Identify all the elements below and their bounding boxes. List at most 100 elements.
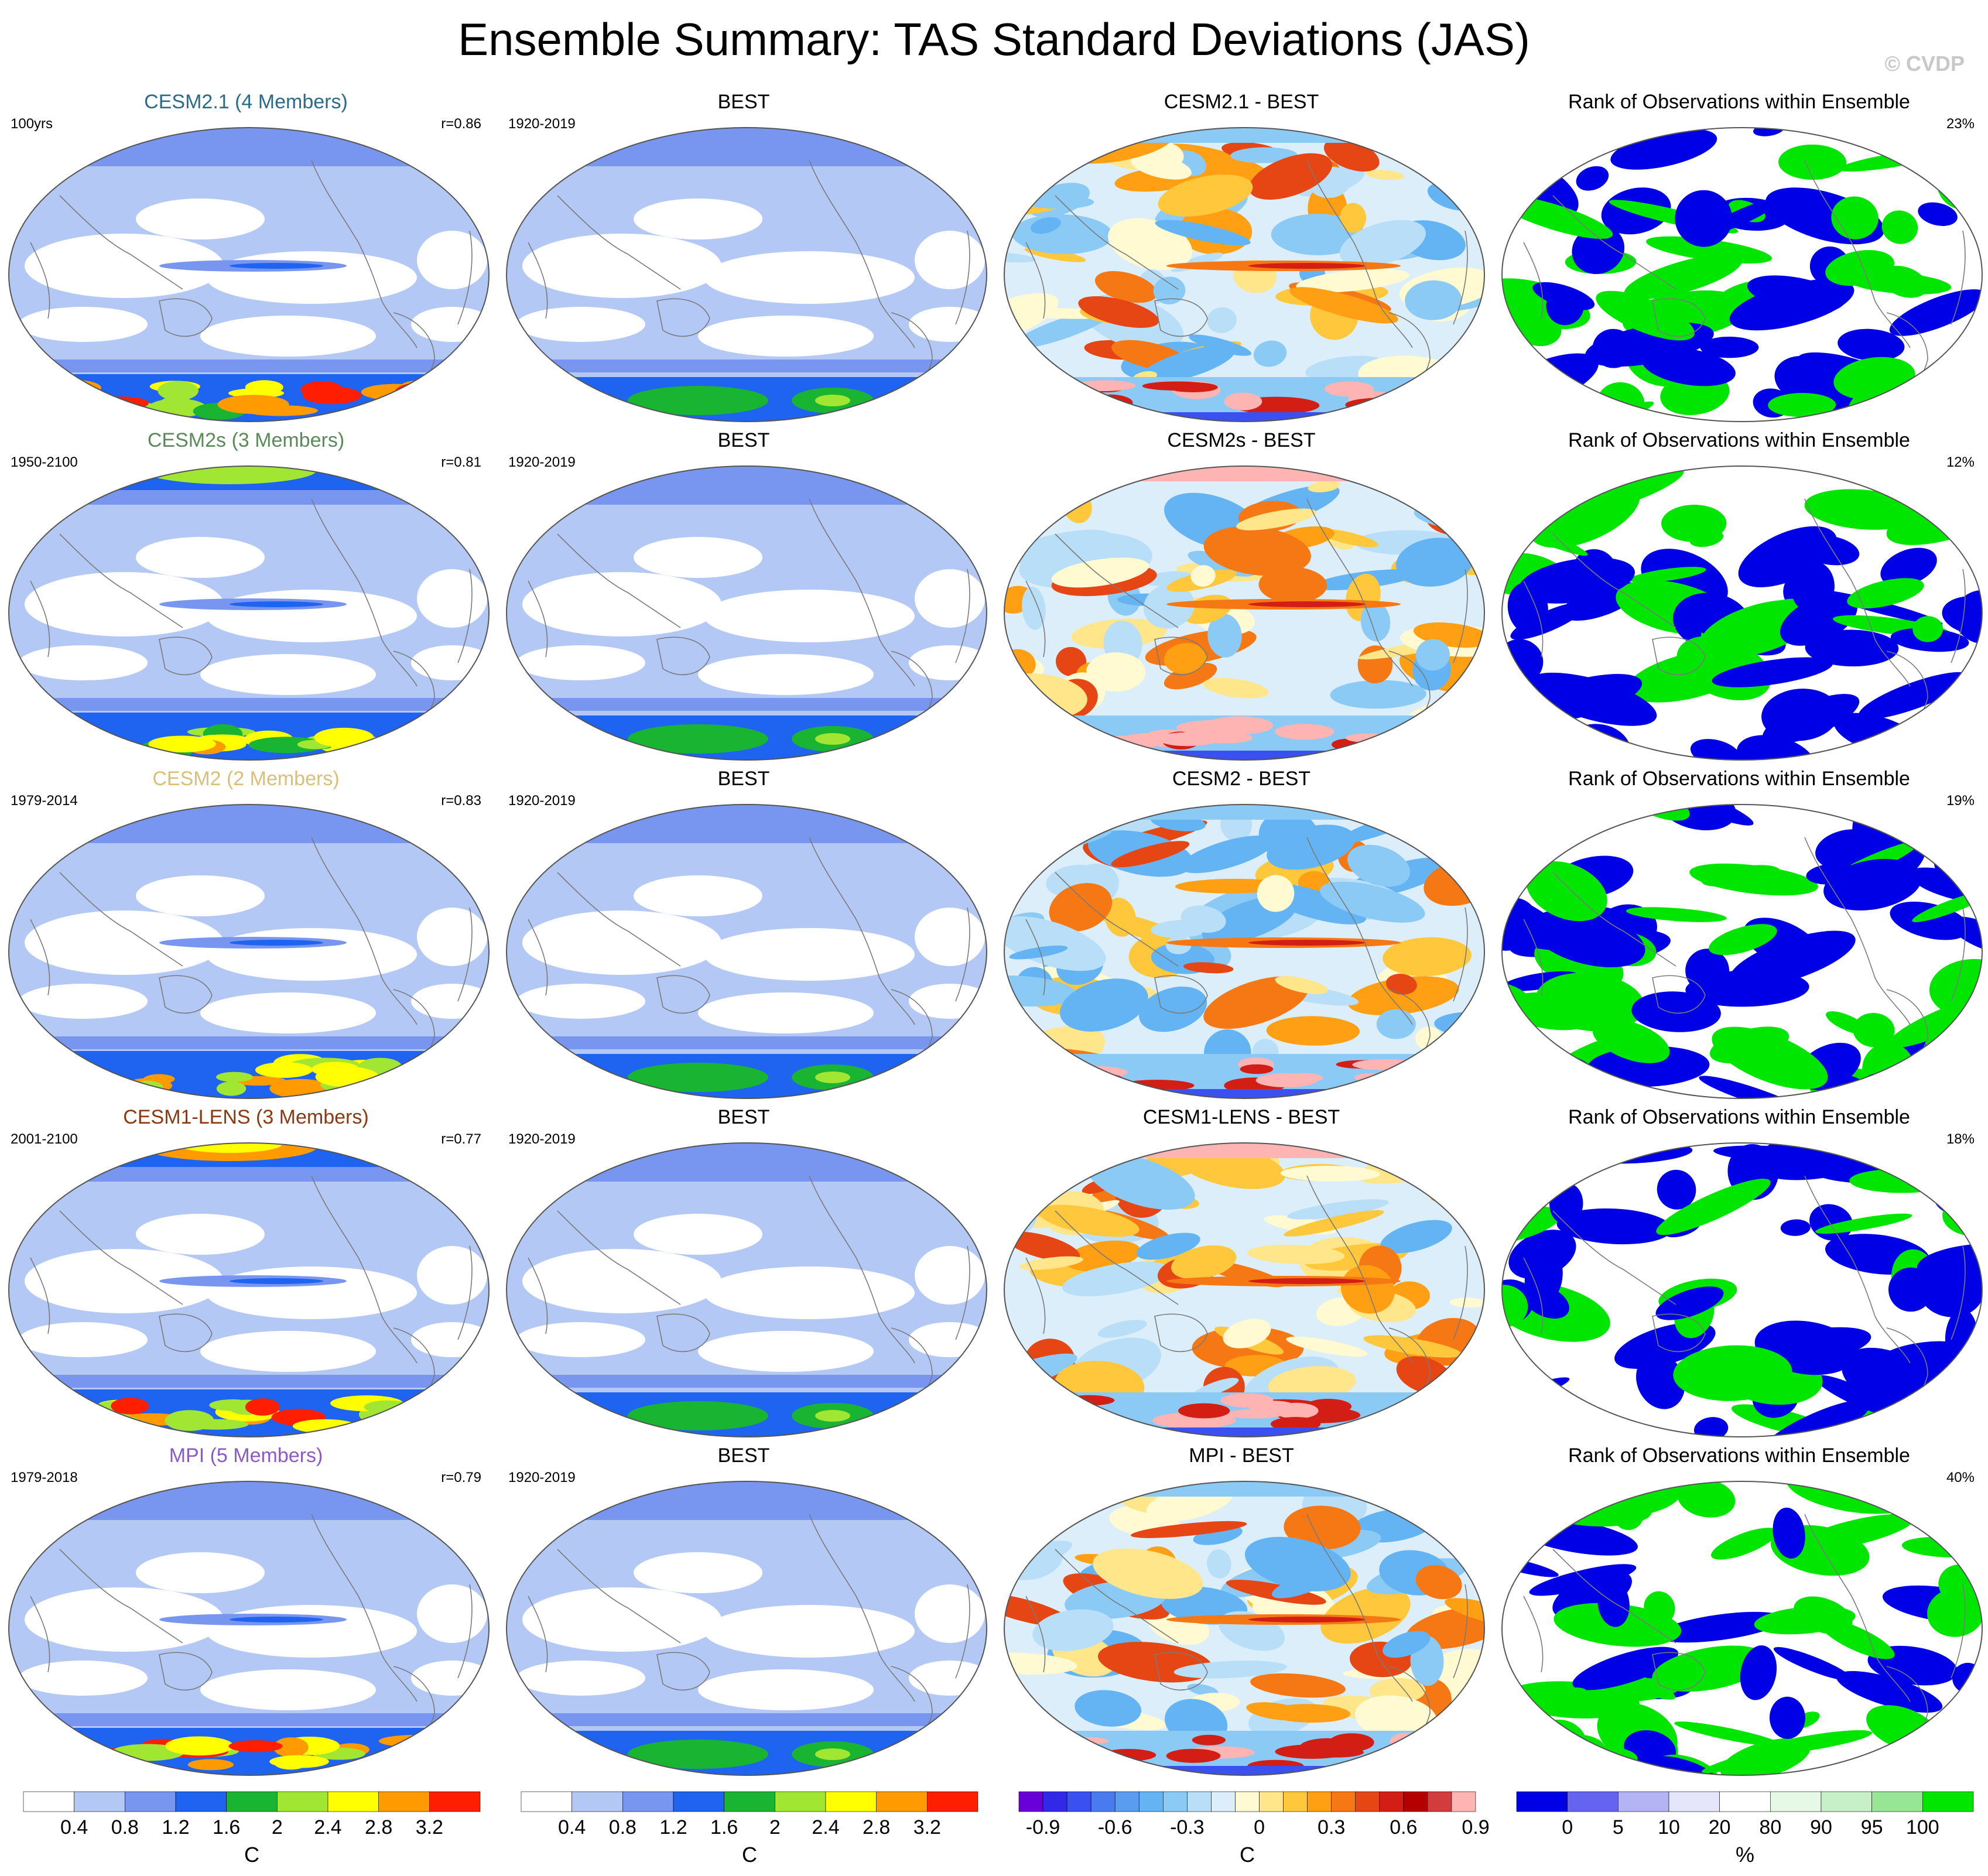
antarctic-hotspot bbox=[187, 1759, 234, 1771]
rank-low bbox=[1942, 595, 1982, 636]
rank-high bbox=[1754, 1606, 1856, 1635]
low-variance-region bbox=[411, 645, 489, 680]
arctic-hotspot bbox=[177, 1143, 282, 1153]
panel-diff-row-1: CESM2.1 - BEST bbox=[995, 88, 1487, 426]
colorbar-swatch bbox=[277, 1791, 329, 1812]
coastline bbox=[656, 1313, 710, 1353]
positive-anomaly bbox=[1383, 937, 1472, 977]
low-variance-region bbox=[516, 307, 645, 342]
antarctic-hotspot bbox=[408, 721, 439, 732]
positive-anomaly bbox=[1038, 1204, 1140, 1237]
colorbar-tick-label: -0.3 bbox=[1170, 1816, 1205, 1839]
coastline bbox=[159, 636, 213, 676]
rank-low bbox=[1753, 128, 1784, 136]
low-variance-region bbox=[915, 569, 985, 628]
negative-anomaly bbox=[1330, 680, 1426, 709]
antarctic-hotspot bbox=[815, 1748, 850, 1760]
map-outline bbox=[1501, 465, 1983, 761]
map-outline bbox=[506, 127, 987, 422]
midlat-band bbox=[507, 1375, 987, 1388]
panel-right-label: 12% bbox=[1946, 454, 1975, 470]
colorbar-swatch bbox=[521, 1791, 572, 1812]
negative-anomaly bbox=[1180, 836, 1274, 874]
coastline bbox=[656, 1652, 710, 1691]
antarctic-anomaly bbox=[1383, 1408, 1459, 1425]
rank-low bbox=[1502, 897, 1538, 951]
map-outline bbox=[1004, 1481, 1485, 1776]
map-outline bbox=[1501, 127, 1983, 422]
low-variance-region bbox=[522, 234, 721, 298]
low-variance-region bbox=[19, 1661, 148, 1696]
negative-anomaly bbox=[1207, 1549, 1231, 1579]
positive-anomaly bbox=[1094, 271, 1158, 303]
panel-title: Rank of Observations within Ensemble bbox=[1568, 429, 1910, 451]
colorbar-swatch bbox=[1283, 1791, 1308, 1812]
panel-title: CESM2 (2 Members) bbox=[152, 768, 340, 790]
coastline bbox=[1552, 195, 1676, 290]
colorbar-unit: C bbox=[1240, 1843, 1255, 1867]
low-variance-region bbox=[522, 1249, 721, 1313]
colorbar-tick-label: -0.6 bbox=[1098, 1816, 1132, 1839]
colorbar-tick-label: 2.8 bbox=[365, 1816, 392, 1839]
coastline bbox=[1652, 636, 1706, 676]
colorbar-swatch bbox=[378, 1791, 430, 1812]
colorbar-unit: % bbox=[1736, 1843, 1754, 1867]
panel-model-row-2: CESM2s (3 Members) 1950-2100 r=0.81 bbox=[0, 426, 492, 765]
rank-low bbox=[1769, 1696, 1805, 1739]
rank-low bbox=[1502, 372, 1532, 418]
arctic-band bbox=[507, 1481, 987, 1502]
midlat-band bbox=[507, 1164, 987, 1182]
coastline bbox=[1523, 1257, 1544, 1334]
colorbar-unit: C bbox=[742, 1843, 757, 1867]
panel-left-label: 100yrs bbox=[11, 116, 53, 132]
panel-obs-row-2: BEST 1920-2019 bbox=[498, 426, 990, 765]
coastline bbox=[1804, 498, 1911, 687]
negative-anomaly bbox=[1425, 810, 1484, 840]
cvdp-watermark: © CVDP bbox=[1884, 52, 1965, 76]
negative-anomaly bbox=[1253, 340, 1287, 367]
colorbar-tick-label: -0.9 bbox=[1026, 1816, 1060, 1839]
colorbar-swatch bbox=[724, 1791, 775, 1812]
colorbar-swatch bbox=[1821, 1791, 1872, 1812]
panel-right-label: r=0.86 bbox=[441, 116, 481, 132]
antarctic-hotspot bbox=[815, 1071, 850, 1083]
colorbar-rank: 0 5 10 20 80 90 95 100% bbox=[1516, 1791, 1974, 1874]
negative-anomaly bbox=[1383, 1631, 1431, 1658]
rank-low bbox=[1675, 190, 1733, 247]
rank-low bbox=[1760, 1399, 1871, 1437]
rank-low bbox=[1651, 805, 1754, 826]
world-map bbox=[1500, 1479, 1984, 1778]
antarctic-anomaly bbox=[1285, 1073, 1323, 1083]
midlat-band bbox=[507, 1502, 987, 1520]
negative-anomaly bbox=[1339, 220, 1426, 267]
antarctic-hotspot bbox=[399, 1412, 454, 1433]
positive-anomaly bbox=[1171, 1245, 1237, 1279]
panel-rank-row-4: Rank of Observations within Ensemble 18% bbox=[1493, 1103, 1985, 1442]
rank-low bbox=[1523, 1285, 1569, 1319]
antarctic-hotspot bbox=[148, 735, 216, 752]
map-outline bbox=[8, 1481, 490, 1776]
enso-anomaly bbox=[1248, 1617, 1366, 1622]
rank-low bbox=[1859, 672, 1970, 720]
antarctic-hotspot bbox=[420, 1079, 457, 1096]
positive-anomaly bbox=[1164, 662, 1217, 690]
positive-anomaly bbox=[1086, 652, 1146, 692]
antarctic-anomaly bbox=[1063, 1737, 1109, 1745]
rank-low bbox=[1806, 863, 1860, 885]
negative-anomaly bbox=[1032, 1609, 1114, 1651]
coastline bbox=[1154, 1652, 1208, 1691]
low-variance-region bbox=[704, 1605, 915, 1658]
low-variance-region bbox=[25, 910, 224, 975]
rank-high bbox=[1689, 530, 1724, 547]
coastline bbox=[457, 1245, 473, 1340]
map-outline bbox=[1004, 804, 1485, 1099]
coastline bbox=[311, 1175, 418, 1364]
negative-anomaly bbox=[1004, 158, 1036, 189]
antarctic-anomaly bbox=[1390, 1733, 1423, 1751]
positive-anomaly bbox=[1449, 1298, 1484, 1308]
coastline bbox=[955, 230, 970, 325]
map-outline bbox=[1501, 1142, 1983, 1437]
colorbar-swatch bbox=[1922, 1791, 1974, 1812]
negative-anomaly bbox=[1029, 505, 1057, 515]
antarctic-hotspot bbox=[384, 1070, 427, 1086]
